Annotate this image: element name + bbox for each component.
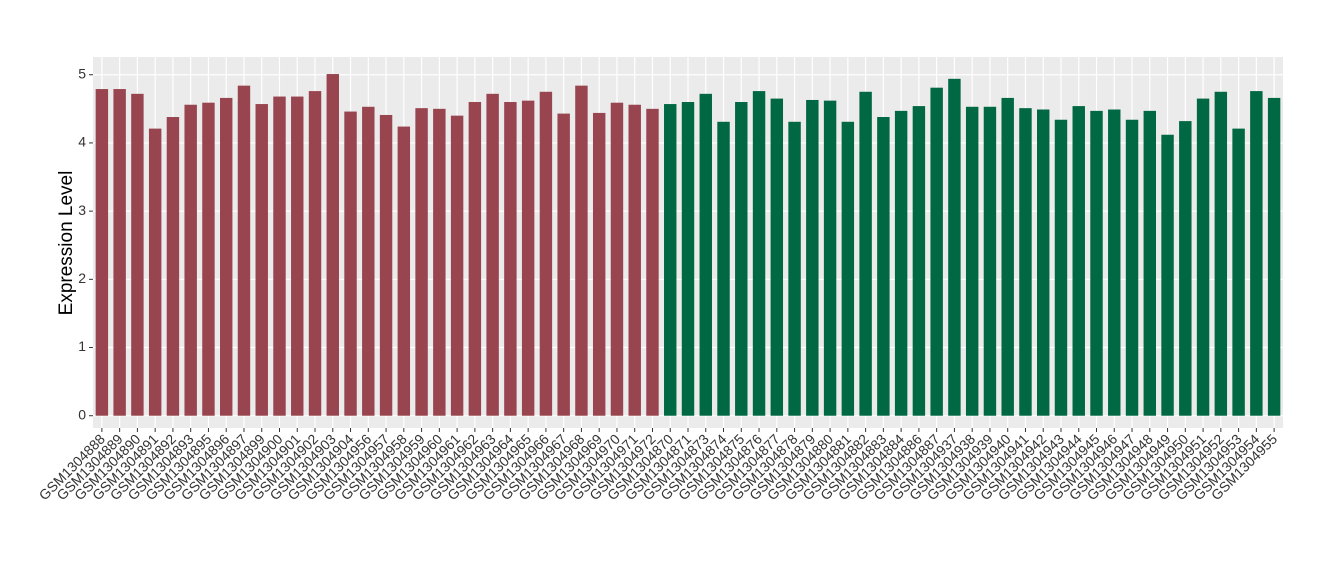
bar bbox=[1019, 108, 1032, 416]
bar bbox=[699, 93, 712, 416]
bar bbox=[415, 108, 428, 416]
bar bbox=[148, 128, 162, 416]
bar bbox=[344, 111, 357, 416]
bar bbox=[539, 91, 553, 416]
bar bbox=[166, 117, 180, 416]
bar bbox=[1179, 121, 1192, 416]
bar bbox=[948, 78, 961, 416]
bar bbox=[113, 89, 126, 416]
bar bbox=[1072, 106, 1085, 416]
y-tick-label: 2 bbox=[78, 270, 86, 286]
bar bbox=[1232, 128, 1245, 416]
bar bbox=[219, 97, 233, 416]
bar bbox=[806, 99, 819, 416]
bar bbox=[1161, 134, 1174, 416]
bar bbox=[735, 102, 748, 416]
bar bbox=[1054, 119, 1068, 416]
bar bbox=[202, 102, 215, 416]
bar bbox=[237, 85, 251, 416]
bar bbox=[95, 89, 109, 416]
bar bbox=[752, 91, 766, 416]
bar bbox=[1250, 91, 1263, 416]
bar bbox=[1090, 110, 1103, 416]
bar bbox=[1143, 110, 1157, 416]
bar bbox=[592, 112, 606, 416]
bar bbox=[379, 114, 393, 416]
bar bbox=[717, 121, 730, 416]
bar bbox=[681, 102, 695, 416]
bar bbox=[1001, 97, 1014, 416]
bar bbox=[841, 121, 855, 416]
bar bbox=[610, 102, 624, 416]
bar bbox=[877, 117, 890, 416]
bar bbox=[965, 106, 979, 416]
bar bbox=[646, 108, 659, 416]
bar bbox=[1125, 119, 1139, 416]
bar bbox=[397, 126, 411, 416]
bar bbox=[255, 104, 268, 416]
bar bbox=[788, 121, 801, 416]
bar bbox=[308, 91, 322, 416]
bar bbox=[468, 102, 482, 416]
bar bbox=[859, 91, 872, 416]
bar bbox=[823, 100, 837, 416]
bar bbox=[1037, 109, 1050, 416]
bar bbox=[983, 106, 997, 416]
bar bbox=[326, 74, 339, 416]
bar bbox=[1196, 98, 1210, 416]
bar bbox=[575, 85, 588, 416]
bar bbox=[362, 106, 375, 416]
bar bbox=[628, 104, 641, 416]
bar bbox=[131, 93, 144, 416]
bar bbox=[894, 110, 908, 416]
bar bbox=[291, 96, 304, 416]
y-tick-label: 3 bbox=[78, 202, 86, 218]
bar bbox=[273, 96, 286, 416]
y-tick-label: 0 bbox=[78, 406, 86, 422]
bar bbox=[1214, 91, 1228, 416]
y-tick-label: 1 bbox=[78, 338, 86, 354]
y-axis-title: Expression Level bbox=[56, 171, 77, 316]
bar bbox=[664, 104, 677, 416]
y-tick-label: 5 bbox=[78, 65, 86, 81]
bar bbox=[1108, 109, 1121, 416]
bar bbox=[912, 106, 926, 416]
bar bbox=[504, 102, 517, 416]
bar bbox=[770, 98, 784, 416]
bar bbox=[930, 87, 943, 416]
bar bbox=[184, 104, 197, 416]
bar bbox=[1267, 97, 1281, 416]
bar bbox=[433, 108, 446, 416]
y-tick-label: 4 bbox=[78, 134, 86, 150]
bar bbox=[450, 115, 464, 416]
bar bbox=[521, 100, 535, 416]
bar bbox=[557, 113, 570, 416]
bar bbox=[486, 93, 499, 416]
